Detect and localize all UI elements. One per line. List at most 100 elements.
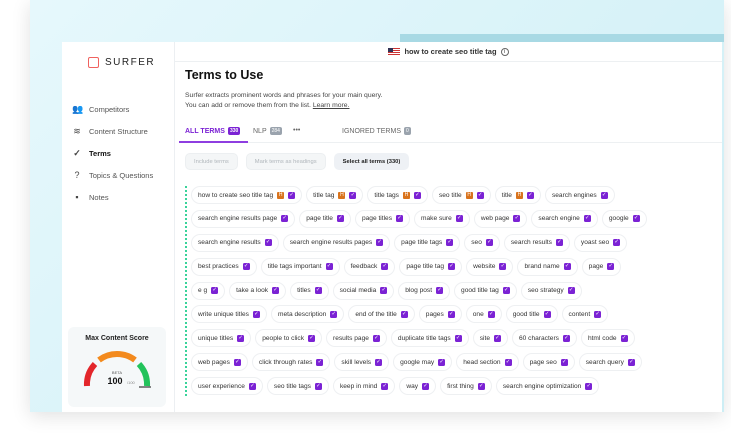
term-chip[interactable]: page title ✓: [299, 209, 351, 228]
term-chip[interactable]: seo title H ✓: [431, 186, 491, 204]
checkbox-checked-icon[interactable]: ✓: [448, 263, 456, 271]
checkbox-checked-icon[interactable]: ✓: [252, 310, 260, 318]
term-chip[interactable]: best practices ✓: [191, 257, 257, 276]
checkbox-checked-icon[interactable]: ✓: [526, 191, 534, 199]
sidebar-item-notes[interactable]: ▪ Notes: [72, 186, 153, 208]
checkbox-checked-icon[interactable]: ✓: [499, 263, 507, 271]
term-chip[interactable]: search results ✓: [503, 233, 570, 252]
term-chip[interactable]: pages ✓: [418, 305, 462, 324]
checkbox-checked-icon[interactable]: ✓: [567, 287, 575, 294]
term-chip[interactable]: search engine results pages ✓: [282, 233, 391, 252]
checkbox-checked-icon[interactable]: ✓: [375, 358, 383, 366]
checkbox-checked-icon[interactable]: ✓: [233, 358, 241, 366]
checkbox-checked-icon[interactable]: ✓: [454, 334, 462, 342]
checkbox-checked-icon[interactable]: ✓: [376, 239, 384, 247]
term-chip[interactable]: skill levels ✓: [334, 353, 390, 372]
checkbox-checked-icon[interactable]: ✓: [562, 334, 570, 342]
checkbox-checked-icon[interactable]: ✓: [281, 215, 289, 223]
sidebar-item-terms[interactable]: ✓ Terms: [72, 142, 153, 164]
checkbox-checked-icon[interactable]: ✓: [314, 382, 322, 390]
select-all-terms-button[interactable]: Select all terms (330): [333, 153, 410, 170]
checkbox-checked-icon[interactable]: ✓: [349, 191, 357, 199]
term-chip[interactable]: head section ✓: [456, 353, 519, 372]
term-chip[interactable]: page seo ✓: [522, 353, 575, 372]
tab-nlp[interactable]: NLP 284: [253, 127, 282, 135]
checkbox-checked-icon[interactable]: ✓: [485, 239, 493, 247]
term-chip[interactable]: site ✓: [472, 329, 508, 348]
mark-headings-button[interactable]: Mark terms as headings: [245, 153, 326, 170]
term-chip[interactable]: brand name ✓: [517, 257, 578, 276]
checkbox-checked-icon[interactable]: ✓: [585, 382, 593, 390]
term-chip[interactable]: user experience ✓: [191, 377, 263, 395]
term-chip[interactable]: take a look ✓: [229, 281, 287, 300]
term-chip[interactable]: social media ✓: [332, 281, 395, 300]
term-chip[interactable]: duplicate title tags ✓: [390, 329, 469, 348]
checkbox-checked-icon[interactable]: ✓: [380, 287, 388, 294]
term-chip[interactable]: one ✓: [465, 305, 502, 324]
term-chip[interactable]: page ✓: [581, 257, 622, 276]
checkbox-checked-icon[interactable]: ✓: [264, 239, 272, 247]
term-chip[interactable]: seo ✓: [464, 233, 500, 252]
term-chip[interactable]: title tags important ✓: [260, 257, 340, 276]
checkbox-checked-icon[interactable]: ✓: [627, 358, 635, 366]
term-chip[interactable]: seo strategy ✓: [520, 281, 582, 300]
checkbox-checked-icon[interactable]: ✓: [237, 334, 245, 342]
term-chip[interactable]: click through rates ✓: [251, 353, 331, 372]
checkbox-checked-icon[interactable]: ✓: [632, 215, 640, 223]
term-chip[interactable]: search engine optimization ✓: [495, 377, 600, 395]
term-chip[interactable]: feedback ✓: [343, 257, 396, 276]
checkbox-checked-icon[interactable]: ✓: [272, 287, 280, 294]
checkbox-checked-icon[interactable]: ✓: [477, 382, 485, 390]
term-chip[interactable]: 60 characters ✓: [511, 329, 577, 348]
term-chip[interactable]: search engine results page ✓: [191, 209, 296, 228]
checkbox-checked-icon[interactable]: ✓: [513, 215, 521, 223]
checkbox-checked-icon[interactable]: ✓: [583, 215, 591, 223]
term-chip[interactable]: make sure ✓: [414, 209, 470, 228]
checkbox-checked-icon[interactable]: ✓: [504, 358, 512, 366]
checkbox-checked-icon[interactable]: ✓: [413, 191, 421, 199]
checkbox-checked-icon[interactable]: ✓: [543, 310, 551, 318]
term-chip[interactable]: way ✓: [399, 377, 437, 395]
checkbox-checked-icon[interactable]: ✓: [242, 263, 250, 271]
checkbox-checked-icon[interactable]: ✓: [620, 334, 628, 342]
term-chip[interactable]: title H ✓: [494, 186, 541, 204]
more-tabs-button[interactable]: •••: [293, 127, 300, 134]
checkbox-checked-icon[interactable]: ✓: [487, 310, 495, 318]
checkbox-checked-icon[interactable]: ✓: [211, 287, 219, 294]
term-chip[interactable]: blog post ✓: [398, 281, 451, 300]
checkbox-checked-icon[interactable]: ✓: [455, 215, 463, 223]
term-chip[interactable]: good title tag ✓: [454, 281, 517, 300]
term-chip[interactable]: search engine results ✓: [191, 233, 279, 252]
checkbox-checked-icon[interactable]: ✓: [316, 358, 324, 366]
checkbox-checked-icon[interactable]: ✓: [447, 310, 455, 318]
checkbox-checked-icon[interactable]: ✓: [325, 263, 333, 271]
checkbox-checked-icon[interactable]: ✓: [381, 263, 389, 271]
term-chip[interactable]: meta description ✓: [270, 305, 345, 324]
learn-more-link[interactable]: Learn more.: [312, 102, 350, 109]
checkbox-checked-icon[interactable]: ✓: [594, 310, 602, 318]
checkbox-checked-icon[interactable]: ✓: [248, 382, 256, 390]
term-chip[interactable]: keep in mind ✓: [332, 377, 396, 395]
term-chip[interactable]: html code ✓: [580, 329, 635, 348]
term-chip[interactable]: good title ✓: [505, 305, 558, 324]
term-chip[interactable]: google ✓: [601, 209, 647, 228]
term-chip[interactable]: write unique titles ✓: [191, 305, 267, 324]
checkbox-checked-icon[interactable]: ✓: [607, 263, 615, 271]
checkbox-checked-icon[interactable]: ✓: [436, 287, 444, 294]
term-chip[interactable]: content ✓: [561, 305, 609, 324]
checkbox-checked-icon[interactable]: ✓: [600, 191, 608, 199]
term-chip[interactable]: unique titles ✓: [191, 329, 252, 348]
checkbox-checked-icon[interactable]: ✓: [336, 215, 344, 223]
checkbox-checked-icon[interactable]: ✓: [560, 358, 568, 366]
sidebar-item-competitors[interactable]: 👥 Competitors: [72, 98, 153, 120]
checkbox-checked-icon[interactable]: ✓: [372, 334, 380, 342]
term-chip[interactable]: title tags H ✓: [367, 186, 428, 204]
term-chip[interactable]: search query ✓: [578, 353, 642, 372]
checkbox-checked-icon[interactable]: ✓: [563, 263, 571, 271]
tab-all-terms[interactable]: ALL TERMS 330: [178, 127, 249, 143]
term-chip[interactable]: end of the title ✓: [348, 305, 415, 324]
term-chip[interactable]: website ✓: [466, 257, 514, 276]
term-chip[interactable]: page title tag ✓: [399, 257, 463, 276]
checkbox-checked-icon[interactable]: ✓: [308, 334, 315, 342]
term-chip[interactable]: search engine ✓: [531, 209, 598, 228]
